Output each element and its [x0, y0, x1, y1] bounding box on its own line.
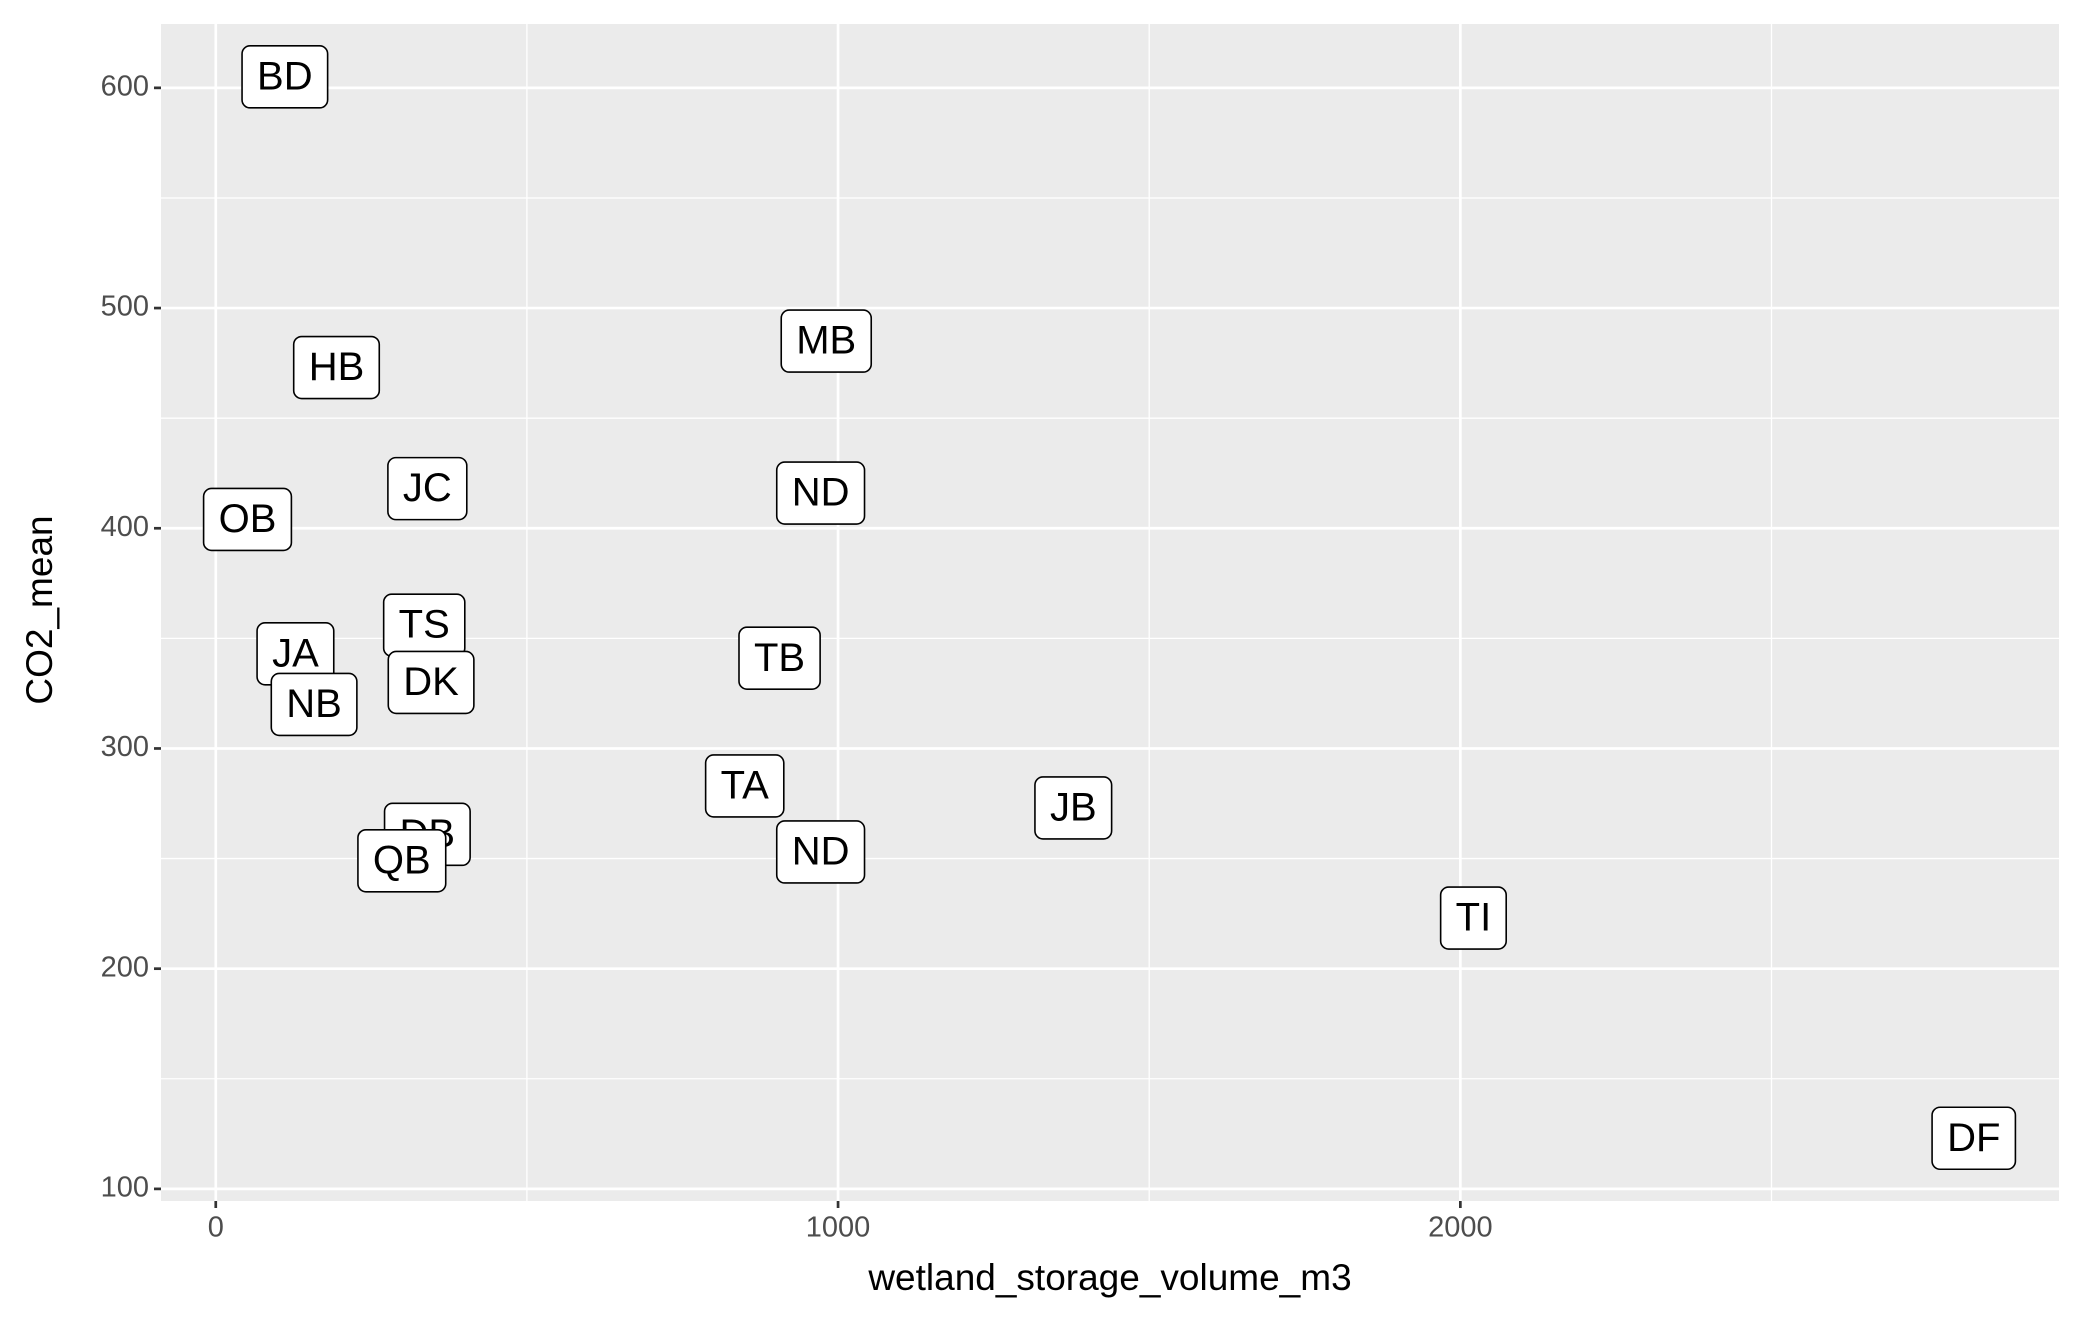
point-label: DK: [387, 650, 475, 715]
label-box: [738, 626, 821, 690]
y-tick-label: 100: [101, 1172, 149, 1204]
point-label-text: MB: [796, 319, 856, 363]
point-label: DF: [1931, 1106, 2017, 1171]
y-tick-label: 300: [101, 731, 149, 763]
point-label: ND: [775, 461, 866, 525]
point-label: NB: [270, 672, 358, 737]
labels: BDHBMBOBJCNDTSJADKNBTBTAJBDBQBNDTIDF: [202, 45, 2017, 1171]
label-box: [1439, 886, 1507, 950]
point-label: HB: [292, 335, 381, 400]
label-box: [202, 487, 293, 552]
label-box: [270, 672, 358, 737]
point-label-text: OB: [219, 497, 277, 541]
point-label-text: HB: [309, 345, 365, 389]
x-tick-label: 0: [208, 1212, 224, 1244]
point-label-text: ND: [792, 830, 850, 874]
point-label-text: DF: [1947, 1116, 2000, 1160]
label-box: [241, 45, 329, 109]
label-box: [780, 309, 873, 373]
point-label: ND: [775, 820, 866, 884]
point-label: TI: [1439, 886, 1507, 950]
y-tick-label: 400: [101, 511, 149, 543]
point-label: OB: [202, 487, 293, 552]
label-box: [387, 650, 475, 715]
point-label: BD: [241, 45, 329, 109]
point-label-text: QB: [373, 838, 431, 882]
point-label-text: BD: [257, 54, 313, 98]
y-tick-label: 600: [101, 71, 149, 103]
label-box: [357, 828, 447, 893]
point-label-text: TB: [754, 636, 805, 680]
point-label: MB: [780, 309, 873, 373]
y-tick-label: 200: [101, 951, 149, 983]
label-box: [704, 754, 785, 818]
label-box: [1034, 776, 1113, 840]
point-label: QB: [357, 828, 447, 893]
point-label-text: TA: [721, 763, 769, 807]
axes: 0 1000 2000 100 200 300 400 500 600: [101, 71, 1493, 1244]
point-label: TS: [382, 593, 466, 657]
point-label-text: ND: [792, 471, 850, 515]
point-label: TB: [738, 626, 821, 690]
point-label-text: TI: [1456, 896, 1492, 940]
point-label-text: DK: [403, 660, 459, 704]
grid: [161, 24, 2059, 1201]
point-label-text: NB: [286, 682, 342, 726]
point-label: TA: [704, 754, 785, 818]
point-label: JA: [256, 621, 335, 686]
x-axis-title: wetland_storage_volume_m3: [867, 1257, 1351, 1298]
point-label-text: JA: [272, 631, 319, 675]
x-tick-label: 2000: [1428, 1212, 1493, 1244]
label-box: [387, 456, 468, 521]
panel: [161, 24, 2059, 1201]
point-label: JB: [1034, 776, 1113, 840]
label-box: [292, 335, 381, 400]
label-box: [775, 820, 866, 884]
point-label-text: JC: [403, 466, 452, 510]
point-label-text: JB: [1050, 785, 1097, 829]
point-label-text: TS: [399, 603, 450, 647]
x-tick-label: 1000: [806, 1212, 871, 1244]
y-axis-title: CO2_mean: [19, 515, 60, 704]
point-label: JC: [387, 456, 468, 521]
y-tick-label: 500: [101, 291, 149, 323]
label-box: [775, 461, 866, 525]
label-box: [1931, 1106, 2017, 1171]
